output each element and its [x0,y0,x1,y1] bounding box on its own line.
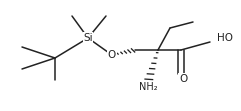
Text: HO: HO [217,33,233,43]
Text: O: O [108,50,116,60]
Text: Si: Si [83,33,93,43]
Text: O: O [179,74,187,84]
Text: NH₂: NH₂ [139,82,157,92]
